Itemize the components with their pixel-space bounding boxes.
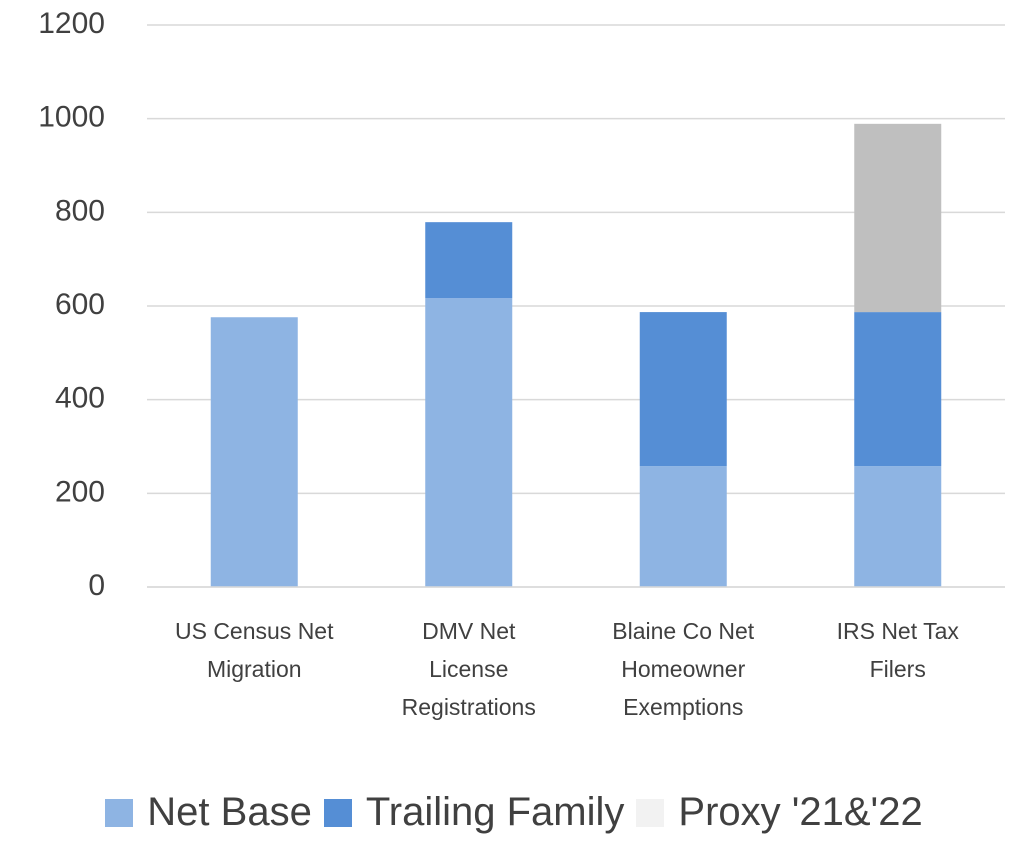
x-tick-label: DMV Net License Registrations	[401, 618, 536, 720]
legend-swatch	[323, 798, 352, 827]
x-tick-label: Blaine Co Net Homeowner Exemptions	[612, 618, 755, 720]
y-tick-label: 200	[55, 475, 105, 508]
bar-segment	[854, 312, 942, 467]
y-tick-label: 400	[55, 382, 105, 415]
bar-segment	[639, 312, 727, 467]
bar-segment	[425, 222, 513, 299]
bar-segment	[425, 298, 513, 587]
legend-label: Net Base	[147, 790, 312, 834]
legend-swatch	[636, 798, 665, 827]
legend-swatch	[105, 798, 134, 827]
legend-item: Trailing Family	[323, 790, 625, 835]
x-tick-label: US Census Net Migration	[174, 618, 334, 682]
bar-segment	[210, 317, 298, 587]
bar-segment	[639, 466, 727, 587]
legend-item: Proxy '21&'22	[636, 790, 923, 835]
legend-label: Trailing Family	[365, 790, 625, 834]
legend: Net Base Trailing Family Proxy '21&'22	[0, 790, 1028, 835]
y-tick-label: 0	[88, 569, 105, 602]
legend-label: Proxy '21&'22	[678, 790, 923, 834]
bar-segment	[854, 466, 942, 587]
y-tick-label: 1000	[38, 101, 105, 134]
y-tick-label: 800	[55, 194, 105, 227]
legend-item: Net Base	[105, 790, 312, 835]
bar-segment	[854, 123, 942, 313]
y-tick-label: 1200	[38, 7, 105, 40]
x-tick-label: IRS Net Tax Filers	[836, 618, 959, 682]
y-tick-label: 600	[55, 288, 105, 321]
